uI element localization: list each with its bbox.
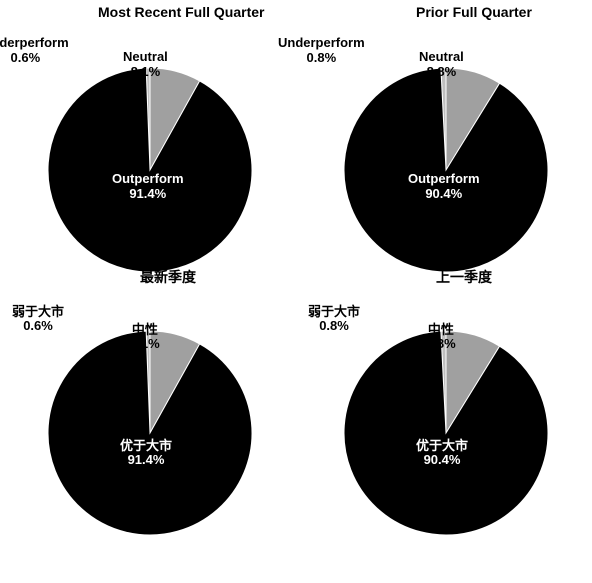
chart-top-right: Prior Full QuarterUnderperform0.8%Neutra… [296,0,592,262]
slice-label-line: 中性 [130,323,160,338]
slice-label-弱于大市: 弱于大市0.6% [12,305,64,335]
slice-label-line: Underperform [278,36,365,51]
slice-label-outperform: Outperform90.4% [408,172,480,202]
slice-label-中性: 中性8.1% [130,323,160,353]
slice-label-line: 8.8% [419,65,464,80]
slice-label-underperform: Underperform0.6% [0,36,69,66]
chart-top-left: Most Recent Full Quarter Underperform0.6%… [0,0,296,262]
slice-label-line: 8.1% [130,337,160,352]
slice-label-outperform: Outperform91.4% [112,172,184,202]
slice-label-line: Outperform [408,172,480,187]
slice-label-line: 弱于大市 [12,305,64,320]
slice-label-line: 优于大市 [416,439,468,454]
slice-label-line: 中性 [426,323,456,338]
slice-label-line: 弱于大市 [308,305,360,320]
slice-label-优于大市: 优于大市91.4% [120,439,172,469]
chart-grid: Most Recent Full QuarterUnderperform0.6%… [0,0,592,525]
chart-bottom-right: 上一季度弱于大市0.8%中性8.8%优于大市90.4% [296,263,592,525]
slice-label-line: 91.4% [120,453,172,468]
slice-label-line: 90.4% [416,453,468,468]
slice-label-underperform: Underperform0.8% [278,36,365,66]
slice-label-line: 8.1% [123,65,168,80]
slice-label-优于大市: 优于大市90.4% [416,439,468,469]
slice-label-line: Neutral [123,50,168,65]
slice-label-line: 90.4% [408,187,480,202]
slice-label-line: Underperform [0,36,69,51]
slice-label-line: 0.6% [12,319,64,334]
chart-title: Most Recent Full Quarter [98,4,264,20]
slice-label-line: 0.8% [308,319,360,334]
chart-title: Prior Full Quarter [416,4,532,20]
slice-label-line: Neutral [419,50,464,65]
slice-label-neutral: Neutral8.1% [123,50,168,80]
slice-label-line: 8.8% [426,337,456,352]
slice-label-line: 0.8% [278,51,365,66]
slice-label-中性: 中性8.8% [426,323,456,353]
slice-label-line: Outperform [112,172,184,187]
slice-label-neutral: Neutral8.8% [419,50,464,80]
slice-label-line: 0.6% [0,51,69,66]
slice-label-弱于大市: 弱于大市0.8% [308,305,360,335]
chart-bottom-left: 最新季度弱于大市0.6%中性8.1%优于大市91.4% [0,263,296,525]
slice-label-line: 优于大市 [120,439,172,454]
slice-label-line: 91.4% [112,187,184,202]
